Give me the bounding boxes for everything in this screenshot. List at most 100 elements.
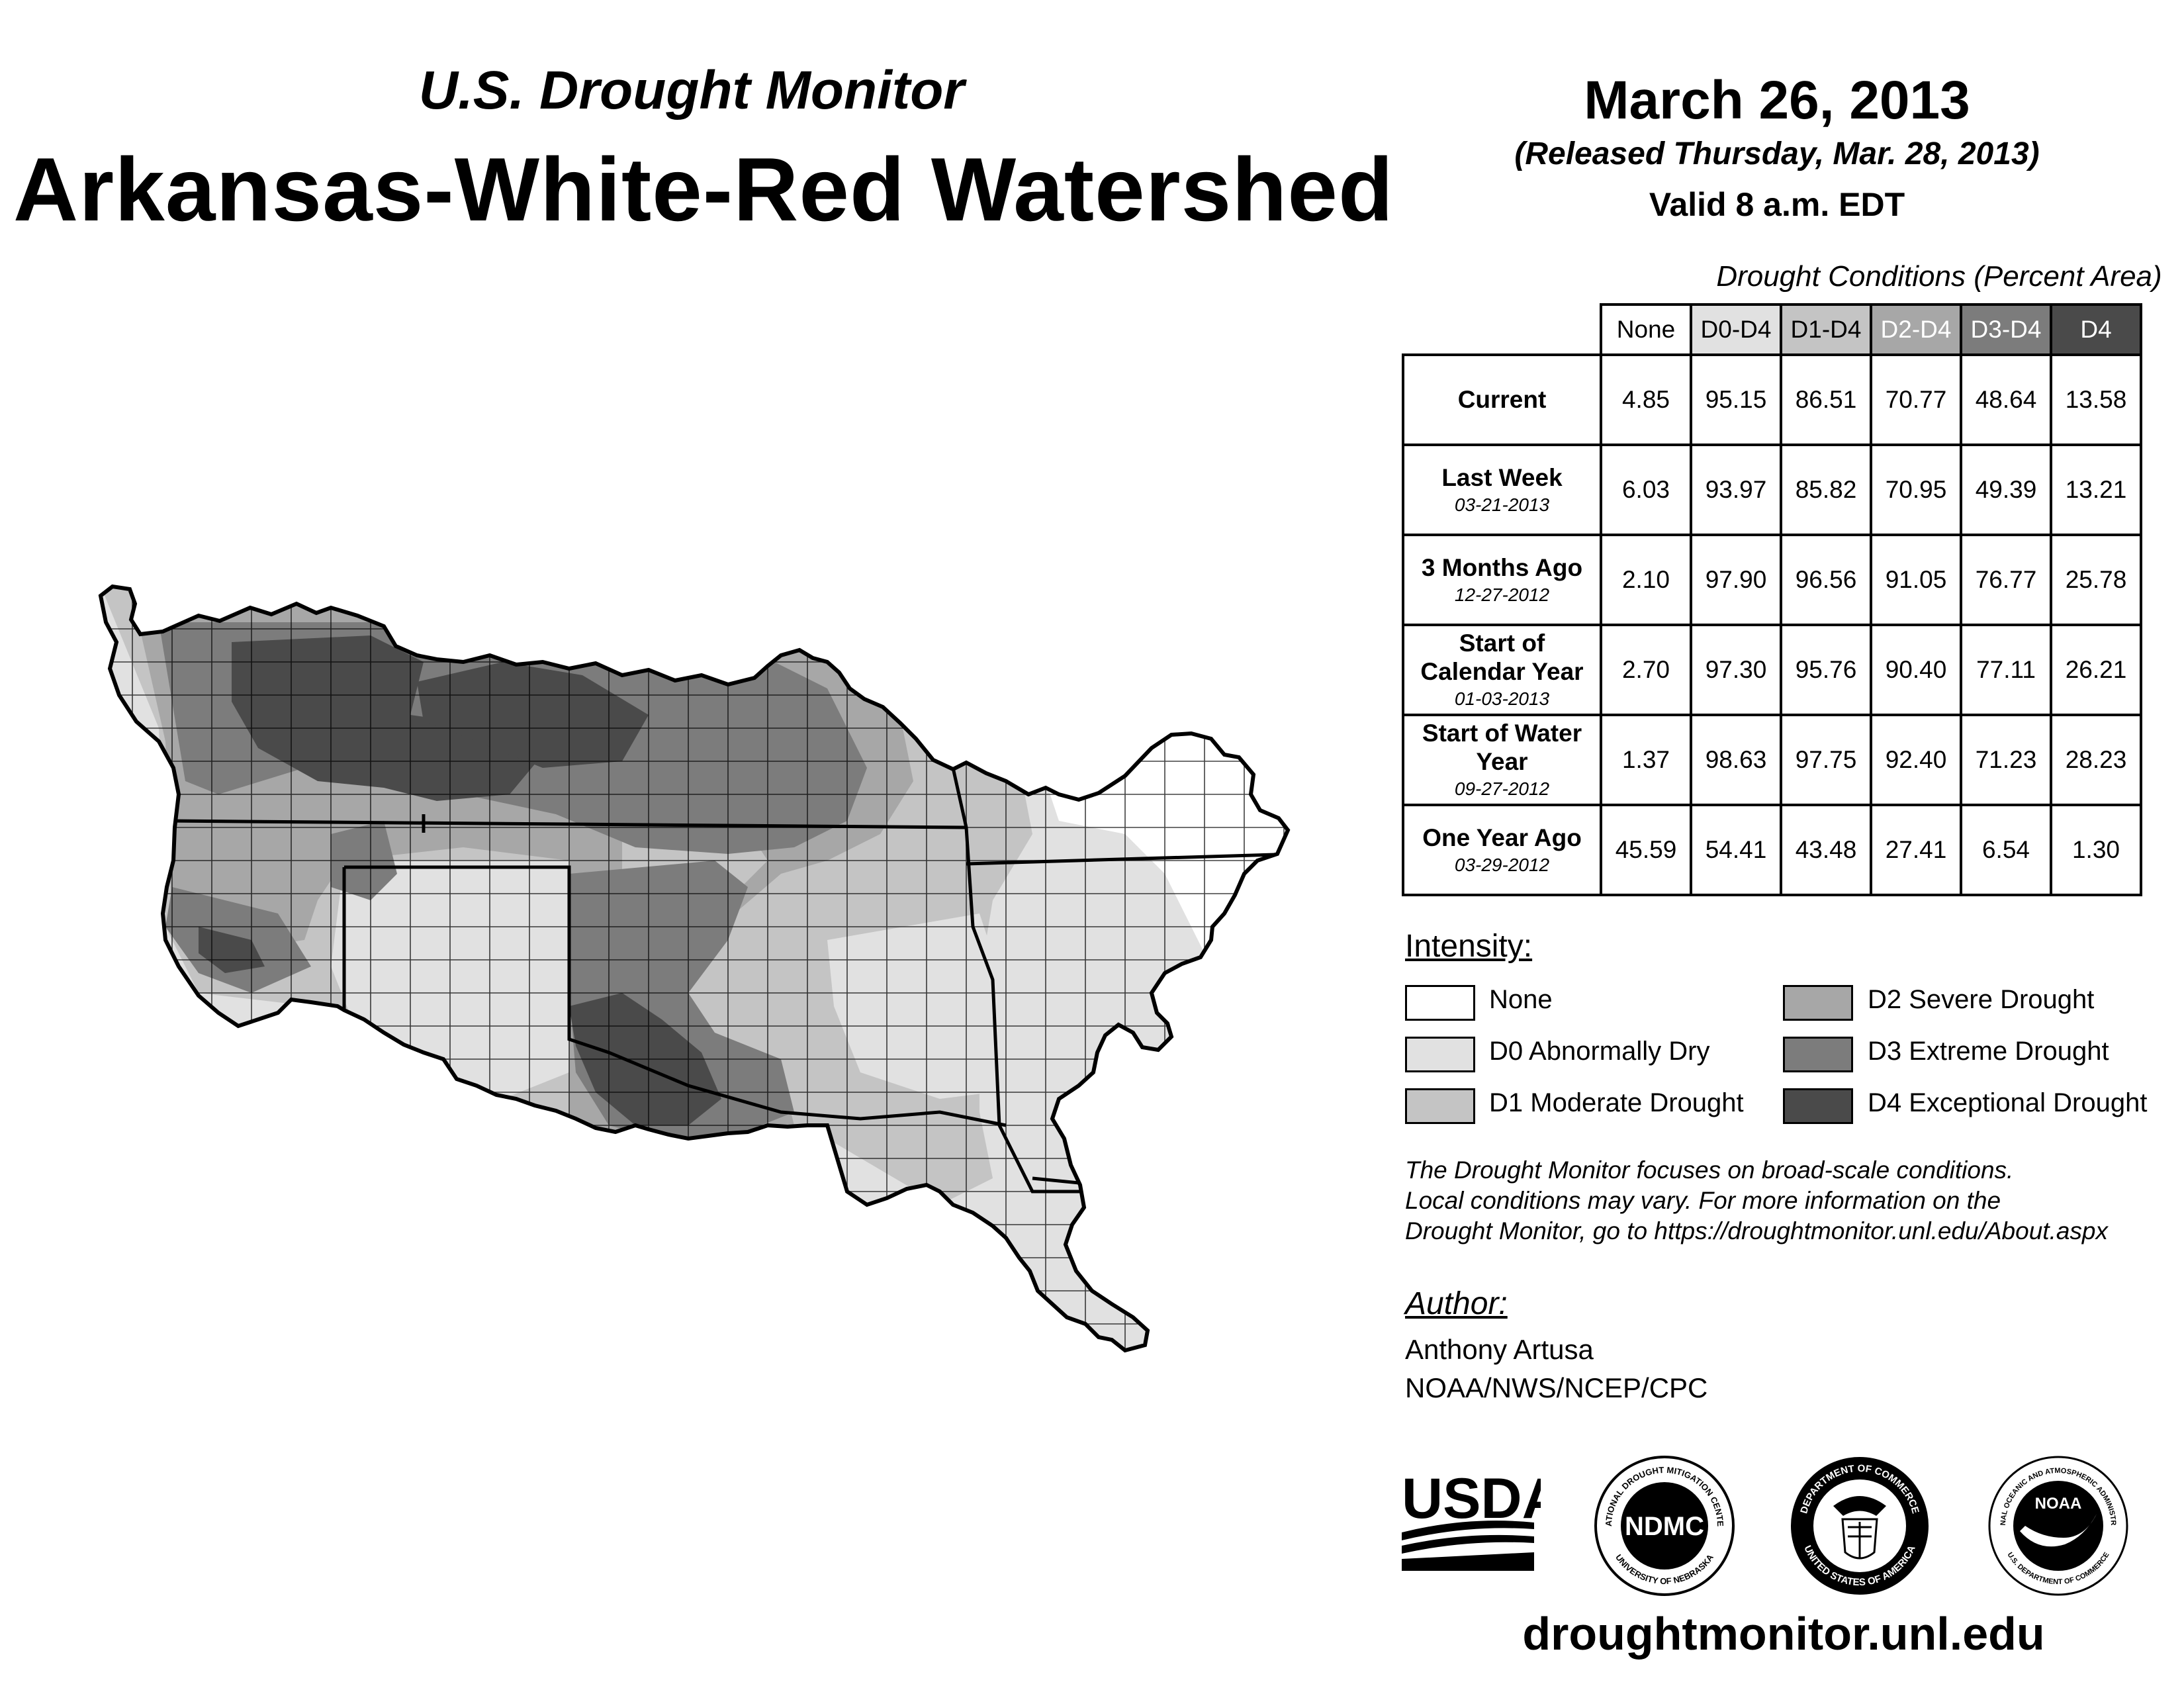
author-title: Author: <box>1405 1286 1508 1321</box>
row-label-date: 12-27-2012 <box>1454 585 1550 606</box>
table-cell: 93.97 <box>1690 444 1782 536</box>
table-cell: 27.41 <box>1870 804 1962 896</box>
table-cell: 96.56 <box>1780 534 1872 626</box>
drought-conditions-table: None D0-D4 D1-D4 D2-D4 D3-D4 D4 Current … <box>1402 303 2142 896</box>
legend-label-d1: D1 Moderate Drought <box>1489 1088 1744 1117</box>
col-header-none: None <box>1600 303 1692 356</box>
row-label-date: 03-21-2013 <box>1454 494 1550 516</box>
table-row: Current 4.85 95.15 86.51 70.77 48.64 13.… <box>1402 353 2142 446</box>
table-row: Last Week 03-21-2013 6.03 93.97 85.82 70.… <box>1402 444 2142 536</box>
row-label: Start of Water Year 09-27-2012 <box>1402 714 1602 806</box>
author-name: Anthony Artusa <box>1405 1334 1594 1365</box>
disclaimer-line: Drought Monitor, go to https://droughtmo… <box>1405 1217 2108 1244</box>
table-cell: 77.11 <box>1960 624 2052 716</box>
table-cell: 91.05 <box>1870 534 1962 626</box>
legend-swatch-none <box>1405 985 1475 1021</box>
table-cell: 92.40 <box>1870 714 1962 806</box>
legend-swatch-d3 <box>1783 1037 1853 1072</box>
table-cell: 97.90 <box>1690 534 1782 626</box>
table-cell: 13.58 <box>2050 353 2142 446</box>
row-label: Current <box>1402 353 1602 446</box>
table-cell: 95.76 <box>1780 624 1872 716</box>
valid-time: Valid 8 a.m. EDT <box>1649 186 1905 223</box>
row-label-date: 01-03-2013 <box>1454 688 1550 710</box>
row-label: One Year Ago 03-29-2012 <box>1402 804 1602 896</box>
website-link[interactable]: droughtmonitor.unl.edu <box>1522 1608 2045 1660</box>
table-cell: 48.64 <box>1960 353 2052 446</box>
release-date: (Released Thursday, Mar. 28, 2013) <box>1514 136 2040 171</box>
table-cell: 70.95 <box>1870 444 1962 536</box>
table-cell: 85.82 <box>1780 444 1872 536</box>
table-caption: Drought Conditions (Percent Area) <box>1716 260 2162 293</box>
table-header-blank <box>1403 305 1601 356</box>
row-label-text: Start of Calendar Year <box>1420 630 1584 685</box>
row-label-text: One Year Ago <box>1422 823 1582 851</box>
legend-label-none: None <box>1489 985 1553 1014</box>
table-cell: 90.40 <box>1870 624 1962 716</box>
usda-logo: USDA <box>1402 1467 1541 1571</box>
table-cell: 45.59 <box>1600 804 1692 896</box>
disclaimer-line: The Drought Monitor focuses on broad-sca… <box>1405 1156 2014 1184</box>
row-label: 3 Months Ago 12-27-2012 <box>1402 534 1602 626</box>
table-cell: 6.03 <box>1600 444 1692 536</box>
table-cell: 26.21 <box>2050 624 2142 716</box>
disclaimer-line: Local conditions may vary. For more info… <box>1405 1187 2001 1214</box>
table-row: One Year Ago 03-29-2012 45.59 54.41 43.48… <box>1402 804 2142 896</box>
table-cell: 76.77 <box>1960 534 2052 626</box>
table-cell: 98.63 <box>1690 714 1782 806</box>
legend-label-d2: D2 Severe Drought <box>1868 985 2095 1014</box>
legend-swatch-d1 <box>1405 1088 1475 1124</box>
commerce-seal-logo: DEPARTMENT OF COMMERCE UNITED STATES OF … <box>1791 1457 1929 1595</box>
legend-label-d4: D4 Exceptional Drought <box>1868 1088 2148 1117</box>
gull-icon <box>2020 1514 2097 1547</box>
table-cell: 97.75 <box>1780 714 1872 806</box>
noaa-logo-text: NOAA <box>2035 1495 2082 1513</box>
legend-label-d3: D3 Extreme Drought <box>1868 1037 2109 1066</box>
legend-title: Intensity: <box>1405 929 1533 964</box>
disclaimer: The Drought Monitor focuses on broad-sca… <box>1405 1155 2108 1246</box>
author-org: NOAA/NWS/NCEP/CPC <box>1405 1372 1708 1403</box>
table-row: Start of Calendar Year 01-03-2013 2.70 97… <box>1402 624 2142 716</box>
legend-label-d0: D0 Abnormally Dry <box>1489 1037 1710 1066</box>
usda-logo-text: USDA <box>1402 1467 1541 1530</box>
ndmc-logo-text: NDMC <box>1625 1512 1704 1541</box>
table-cell: 54.41 <box>1690 804 1782 896</box>
table-cell: 4.85 <box>1600 353 1692 446</box>
table-cell: 71.23 <box>1960 714 2052 806</box>
table-cell: 25.78 <box>2050 534 2142 626</box>
row-label-text: 3 Months Ago <box>1421 553 1583 581</box>
row-label: Last Week 03-21-2013 <box>1402 444 1602 536</box>
table-cell: 2.70 <box>1600 624 1692 716</box>
table-cell: 97.30 <box>1690 624 1782 716</box>
legend-swatch-d2 <box>1783 985 1853 1021</box>
table-cell: 2.10 <box>1600 534 1692 626</box>
row-label-date: 03-29-2012 <box>1454 855 1550 876</box>
ndmc-logo: NDMC NATIONAL DROUGHT MITIGATION CENTER … <box>1592 1453 1735 1596</box>
table-cell: 49.39 <box>1960 444 2052 536</box>
table-cell: 43.48 <box>1780 804 1872 896</box>
col-header-d0-d4: D0-D4 <box>1690 303 1782 356</box>
row-label-text: Current <box>1457 385 1547 413</box>
table-cell: 70.77 <box>1870 353 1962 446</box>
table-cell: 1.37 <box>1600 714 1692 806</box>
table-cell: 28.23 <box>2050 714 2142 806</box>
col-header-d1-d4: D1-D4 <box>1780 303 1872 356</box>
row-label-text: Last Week <box>1441 463 1563 491</box>
table-cell: 1.30 <box>2050 804 2142 896</box>
row-label-text: Start of Water Year <box>1422 720 1582 775</box>
table-cell: 95.15 <box>1690 353 1782 446</box>
table-cell: 86.51 <box>1780 353 1872 446</box>
eagle-icon <box>1833 1496 1886 1516</box>
table-header-row: None D0-D4 D1-D4 D2-D4 D3-D4 D4 <box>1403 303 2142 356</box>
col-header-d2-d4: D2-D4 <box>1870 303 1962 356</box>
table-cell: 13.21 <box>2050 444 2142 536</box>
legend-swatch-d4 <box>1783 1088 1853 1124</box>
row-label: Start of Calendar Year 01-03-2013 <box>1402 624 1602 716</box>
map-title: Arkansas-White-Red Watershed <box>13 139 1394 240</box>
table-cell: 6.54 <box>1960 804 2052 896</box>
table-row: Start of Water Year 09-27-2012 1.37 98.63… <box>1402 714 2142 806</box>
legend-swatch-d0 <box>1405 1037 1475 1072</box>
col-header-d3-d4: D3-D4 <box>1960 303 2052 356</box>
col-header-d4: D4 <box>2050 303 2142 356</box>
table-row: 3 Months Ago 12-27-2012 2.10 97.90 96.56 … <box>1402 534 2142 626</box>
